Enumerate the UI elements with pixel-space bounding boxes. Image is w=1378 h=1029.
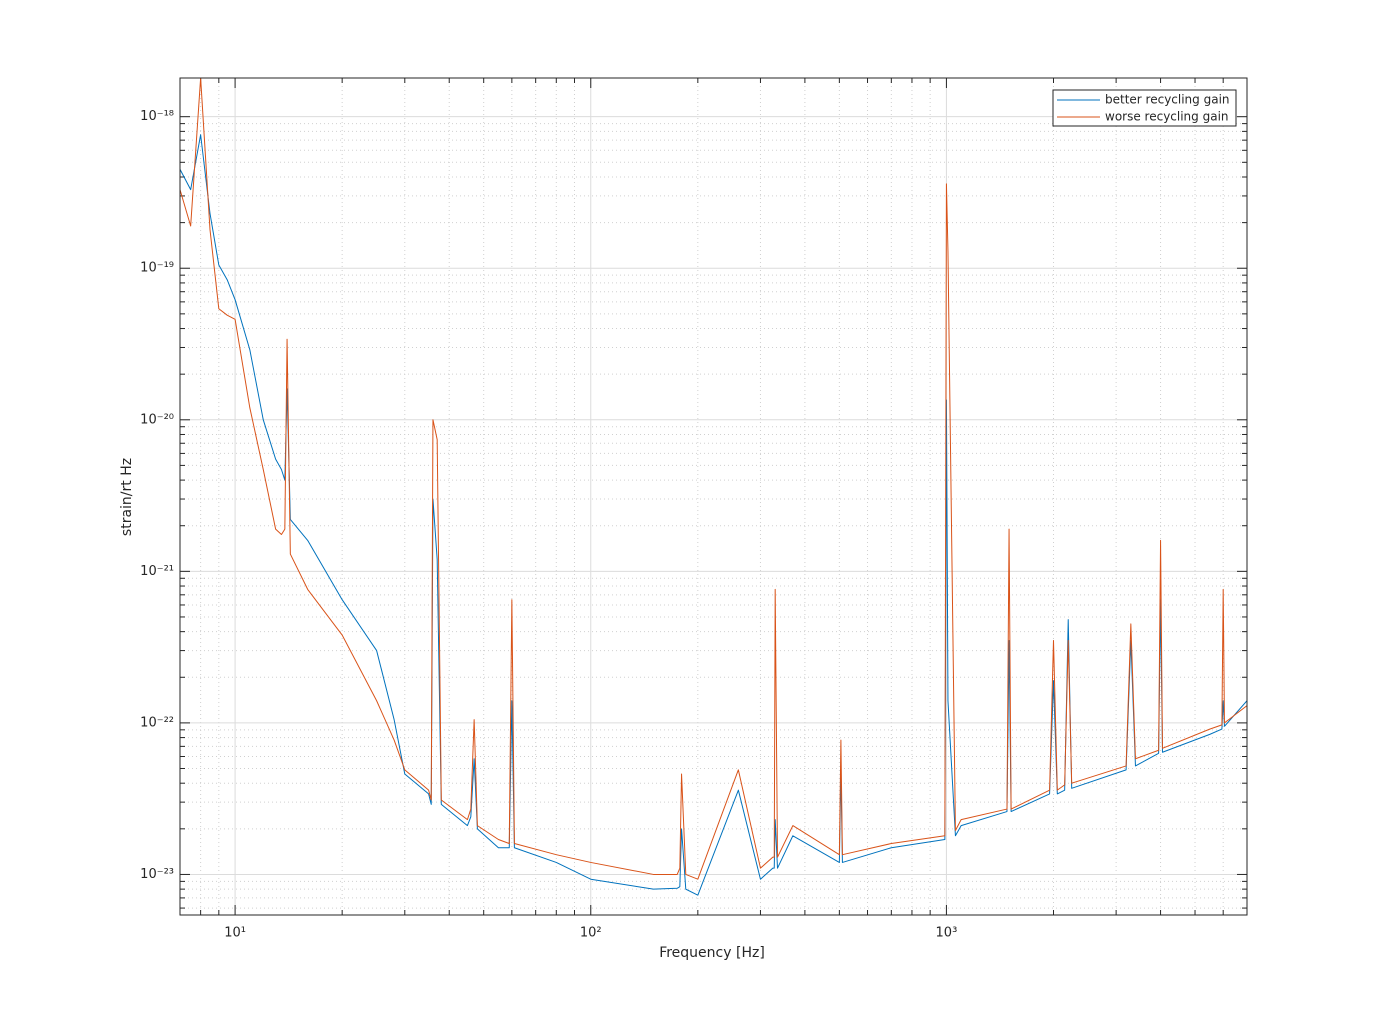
plot-area <box>180 78 1247 896</box>
y-tick-label: 10⁻²³ <box>140 867 174 882</box>
y-tick-label: 10⁻²² <box>140 715 174 730</box>
series-line <box>180 78 1247 880</box>
y-tick-label: 10⁻¹⁹ <box>140 261 174 276</box>
y-axis-label: strain/rt Hz <box>119 458 135 536</box>
y-tick-label: 10⁻¹⁸ <box>140 109 174 124</box>
legend-label: better recycling gain <box>1105 93 1230 107</box>
legend-box <box>1052 89 1237 127</box>
axes-box <box>179 77 1248 916</box>
y-tick-label: 10⁻²¹ <box>140 564 174 579</box>
legend-label: worse recycling gain <box>1105 110 1229 124</box>
y-tick-label: 10⁻²⁰ <box>140 412 174 427</box>
x-tick-label: 10¹ <box>224 926 246 941</box>
x-tick-label: 10³ <box>936 926 958 941</box>
x-axis-label: Frequency [Hz] <box>659 945 765 961</box>
x-tick-label: 10² <box>580 926 602 941</box>
